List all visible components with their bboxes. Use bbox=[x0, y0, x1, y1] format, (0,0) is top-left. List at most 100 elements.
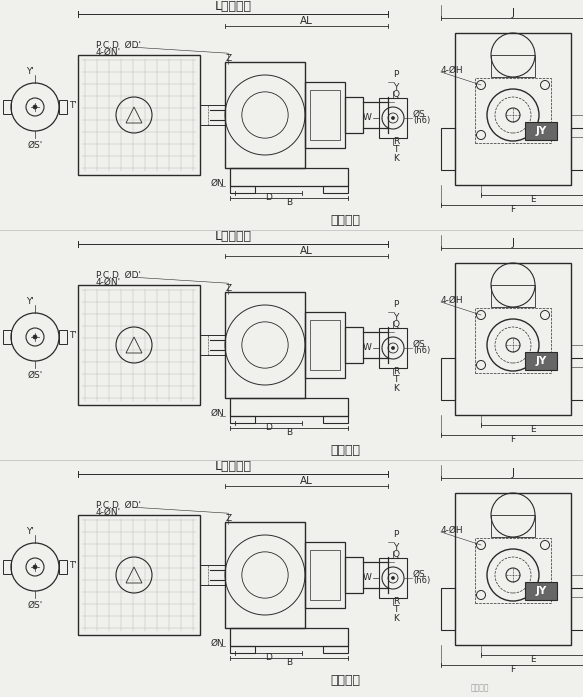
Text: P.C.D  ØD': P.C.D ØD' bbox=[96, 270, 141, 279]
Text: J: J bbox=[511, 8, 515, 18]
Text: 4-ØN': 4-ØN' bbox=[96, 277, 121, 286]
Text: K: K bbox=[393, 384, 399, 393]
Bar bbox=[455, 33, 571, 185]
Bar bbox=[525, 122, 557, 140]
Text: E: E bbox=[530, 425, 536, 434]
Text: ØN: ØN bbox=[210, 409, 224, 418]
Text: K: K bbox=[393, 614, 399, 623]
Text: T': T' bbox=[69, 560, 77, 569]
Text: D: D bbox=[265, 653, 272, 662]
Text: 4-ØN': 4-ØN' bbox=[96, 47, 121, 56]
Text: (h6): (h6) bbox=[413, 576, 430, 585]
Text: L（参考）: L（参考） bbox=[215, 461, 251, 473]
Text: T: T bbox=[394, 374, 399, 383]
Bar bbox=[345, 557, 363, 593]
Bar bbox=[345, 327, 363, 363]
Text: J: J bbox=[511, 238, 515, 248]
Circle shape bbox=[392, 116, 395, 119]
Circle shape bbox=[33, 565, 37, 569]
Bar bbox=[525, 582, 557, 600]
Text: Y': Y' bbox=[26, 66, 34, 75]
Circle shape bbox=[392, 346, 395, 349]
Bar bbox=[305, 542, 345, 608]
Bar bbox=[305, 312, 345, 378]
Bar bbox=[230, 627, 348, 645]
Bar bbox=[59, 330, 67, 344]
Text: P: P bbox=[394, 70, 399, 79]
Text: 4-ØH: 4-ØH bbox=[441, 296, 463, 305]
Text: (h6): (h6) bbox=[413, 346, 430, 355]
Text: T: T bbox=[394, 144, 399, 153]
Bar bbox=[345, 97, 363, 133]
Bar bbox=[78, 55, 200, 175]
Bar bbox=[525, 352, 557, 370]
Bar bbox=[323, 415, 348, 422]
Text: ØS: ØS bbox=[413, 569, 426, 579]
Bar bbox=[305, 82, 345, 148]
Text: ØS': ØS' bbox=[27, 601, 43, 609]
Text: (h6): (h6) bbox=[413, 116, 430, 125]
Text: 【圖二】: 【圖二】 bbox=[330, 445, 360, 457]
Text: AL: AL bbox=[300, 246, 313, 256]
Bar bbox=[78, 515, 200, 635]
Text: Z: Z bbox=[226, 284, 232, 293]
Text: Y': Y' bbox=[26, 526, 34, 535]
Circle shape bbox=[33, 335, 37, 339]
Text: 【圖一】: 【圖一】 bbox=[330, 215, 360, 227]
Text: E: E bbox=[530, 195, 536, 204]
Text: ØN: ØN bbox=[210, 639, 224, 648]
Text: D: D bbox=[265, 423, 272, 432]
Bar bbox=[59, 560, 67, 574]
Bar bbox=[200, 565, 225, 585]
Bar bbox=[310, 550, 340, 600]
Text: P: P bbox=[394, 300, 399, 309]
Text: JY: JY bbox=[535, 126, 547, 136]
Text: ØS: ØS bbox=[413, 109, 426, 118]
Text: F: F bbox=[511, 206, 515, 215]
Text: 4-ØN': 4-ØN' bbox=[96, 507, 121, 516]
Bar bbox=[230, 645, 255, 652]
Text: W: W bbox=[363, 344, 371, 353]
Bar bbox=[323, 645, 348, 652]
Bar bbox=[475, 78, 551, 143]
Bar bbox=[3, 100, 11, 114]
Text: Q: Q bbox=[392, 91, 399, 100]
Text: K: K bbox=[393, 154, 399, 163]
Text: 【圖三】: 【圖三】 bbox=[330, 675, 360, 687]
Bar bbox=[3, 330, 11, 344]
Text: W: W bbox=[363, 114, 371, 123]
Text: ØS': ØS' bbox=[27, 371, 43, 379]
Text: 泰興電机: 泰興電机 bbox=[470, 683, 489, 692]
Bar bbox=[571, 358, 583, 400]
Bar bbox=[441, 588, 455, 630]
Text: AL: AL bbox=[300, 476, 313, 486]
Text: R: R bbox=[393, 597, 399, 606]
Text: P.C.D  ØD': P.C.D ØD' bbox=[96, 40, 141, 49]
Text: Z: Z bbox=[226, 54, 232, 63]
Text: Y: Y bbox=[394, 82, 399, 91]
Text: ØS': ØS' bbox=[27, 141, 43, 149]
Text: B: B bbox=[286, 428, 292, 437]
Bar bbox=[230, 415, 255, 422]
Circle shape bbox=[33, 105, 37, 109]
Bar bbox=[455, 263, 571, 415]
Bar bbox=[491, 55, 535, 77]
Bar bbox=[225, 292, 305, 397]
Bar bbox=[571, 128, 583, 170]
Text: ØN: ØN bbox=[210, 179, 224, 188]
Text: E: E bbox=[530, 655, 536, 664]
Text: Q: Q bbox=[392, 551, 399, 560]
Text: L（参考）: L（参考） bbox=[215, 231, 251, 243]
Bar bbox=[200, 105, 225, 125]
Bar bbox=[59, 100, 67, 114]
Text: 4-ØH: 4-ØH bbox=[441, 526, 463, 535]
Bar bbox=[225, 62, 305, 167]
Text: Y: Y bbox=[394, 312, 399, 321]
Text: T': T' bbox=[69, 100, 77, 109]
Bar bbox=[475, 308, 551, 373]
Bar bbox=[455, 493, 571, 645]
Bar bbox=[230, 397, 348, 415]
Text: ØS: ØS bbox=[413, 339, 426, 348]
Text: 4-ØH: 4-ØH bbox=[441, 66, 463, 75]
Bar bbox=[441, 358, 455, 400]
